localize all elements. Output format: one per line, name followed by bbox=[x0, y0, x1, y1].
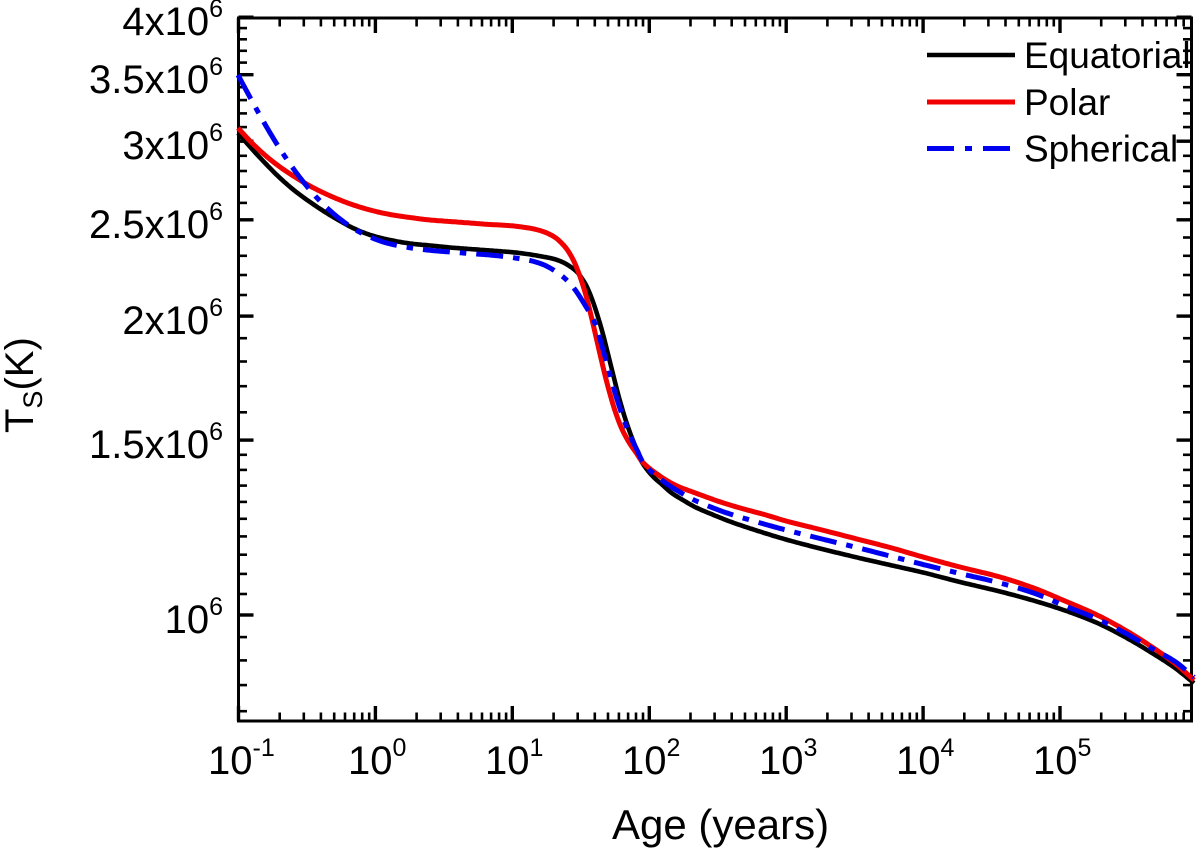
svg-text:Polar: Polar bbox=[1024, 82, 1110, 123]
svg-text:Equatorial: Equatorial bbox=[1024, 35, 1191, 76]
svg-text:1.5x106: 1.5x106 bbox=[89, 418, 223, 467]
svg-text:2x106: 2x106 bbox=[122, 294, 223, 343]
svg-text:2.5x106: 2.5x106 bbox=[89, 198, 223, 247]
svg-text:3x106: 3x106 bbox=[122, 119, 223, 168]
svg-text:3.5x106: 3.5x106 bbox=[89, 53, 223, 102]
svg-text:4x106: 4x106 bbox=[122, 0, 223, 44]
svg-text:Age (years): Age (years) bbox=[612, 801, 829, 848]
svg-text:TS(K): TS(K) bbox=[0, 337, 48, 433]
svg-text:Spherical: Spherical bbox=[1024, 129, 1178, 170]
